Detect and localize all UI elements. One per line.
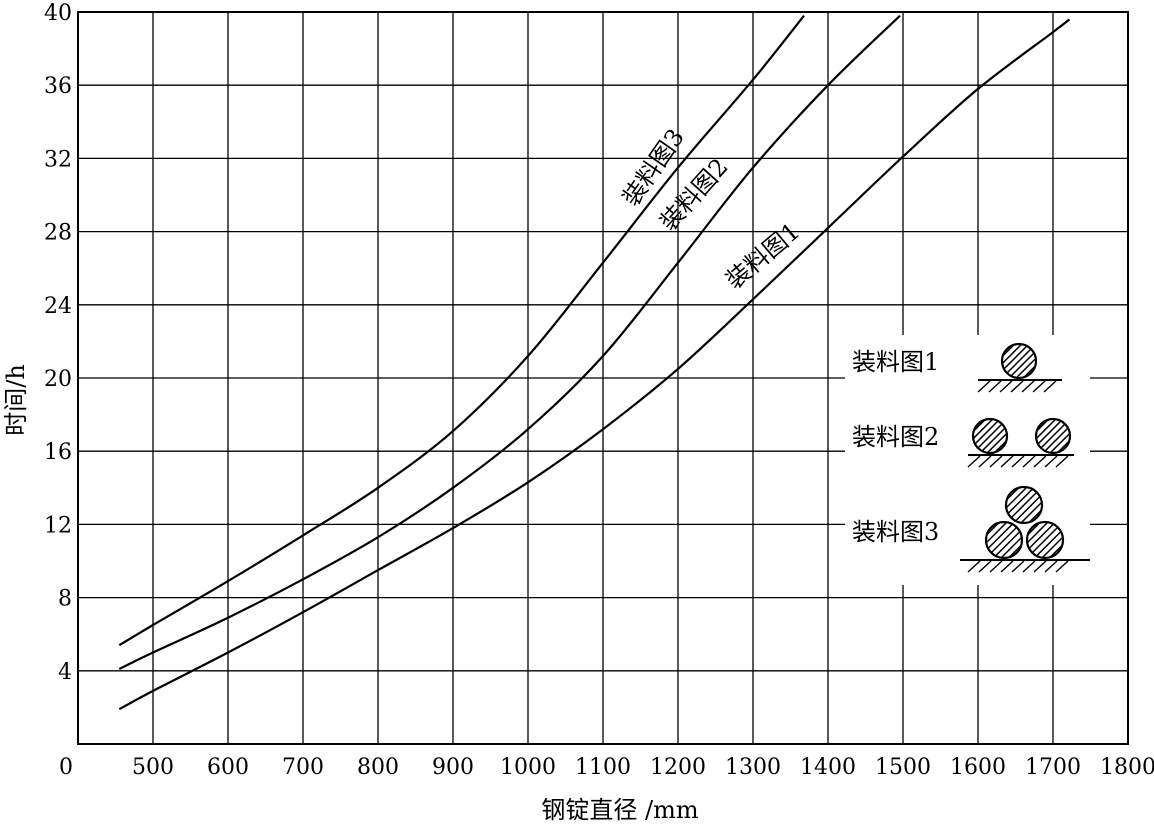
y-tick-label: 16 (44, 440, 72, 465)
ground-hatch (967, 455, 1069, 468)
legend-label-3: 装料图3 (852, 518, 939, 546)
y-tick-label: 36 (44, 74, 72, 99)
x-tick-label: 1200 (650, 755, 706, 780)
ingot-circle (1034, 417, 1072, 455)
loading-diagram-legend: 装料图1 装料图2 装料图3 (845, 335, 1090, 585)
legend-diagram-3 (960, 485, 1090, 573)
x-tick-label: 900 (432, 755, 474, 780)
plot-frame (77, 11, 1129, 745)
y-tick-label: 20 (44, 367, 72, 392)
ingot-circle (1025, 520, 1065, 560)
ingot-circle (1004, 485, 1044, 525)
legend-diagram-1 (977, 342, 1062, 393)
x-tick-label: 1300 (725, 755, 781, 780)
legend-diagram-2 (967, 417, 1074, 468)
x-tick-label: 1800 (1100, 755, 1154, 780)
x-tick-label: 1000 (500, 755, 556, 780)
x-tick-label: 1600 (950, 755, 1006, 780)
x-tick-label: 500 (132, 755, 174, 780)
y-axis-label: 时间/h (2, 364, 30, 436)
y-tick-label: 8 (58, 587, 72, 612)
x-tick-label: 800 (357, 755, 399, 780)
series-line-2 (118, 14, 901, 670)
ball-hatch (1027, 522, 1063, 558)
y-tick-label: 12 (44, 513, 72, 538)
legend-label-2: 装料图2 (852, 423, 939, 451)
x-axis-label: 钢锭直径 /mm (541, 796, 698, 824)
x-tick-label: 1100 (575, 755, 631, 780)
curves (118, 14, 1071, 711)
series-line-3 (118, 15, 805, 647)
ground-hatch (967, 560, 1069, 573)
y-tick-label: 24 (44, 294, 72, 319)
x-tick-labels: 0 500 600 700 800 900 1000 1100 1200 1300 1400 1500… (59, 755, 1154, 780)
ball-hatch (1006, 487, 1042, 523)
ingot-circle (984, 520, 1024, 560)
ball-hatch (1002, 344, 1036, 378)
ingot-circle (971, 417, 1009, 455)
y-tick-label: 40 (44, 1, 72, 26)
ground-hatch (977, 380, 1057, 393)
y-tick-label: 4 (58, 660, 72, 685)
x-tick-label: 600 (207, 755, 249, 780)
x-tick-label: 1400 (800, 755, 856, 780)
series-line-1 (118, 18, 1071, 711)
x-tick-label: 1500 (875, 755, 931, 780)
ingot-circle (1000, 342, 1038, 380)
ball-hatch (1036, 419, 1070, 453)
ball-hatch (986, 522, 1022, 558)
y-tick-label: 28 (44, 221, 72, 246)
x-tick-label: 700 (282, 755, 324, 780)
x-tick-label: 0 (59, 755, 73, 780)
x-tick-label: 1700 (1025, 755, 1081, 780)
y-tick-label: 32 (44, 147, 72, 172)
legend-label-1: 装料图1 (852, 348, 939, 376)
ball-hatch (973, 419, 1007, 453)
curve-label-1: 装料图1 (720, 217, 805, 295)
y-tick-labels: 4 8 12 16 20 24 28 32 36 40 (44, 1, 72, 685)
